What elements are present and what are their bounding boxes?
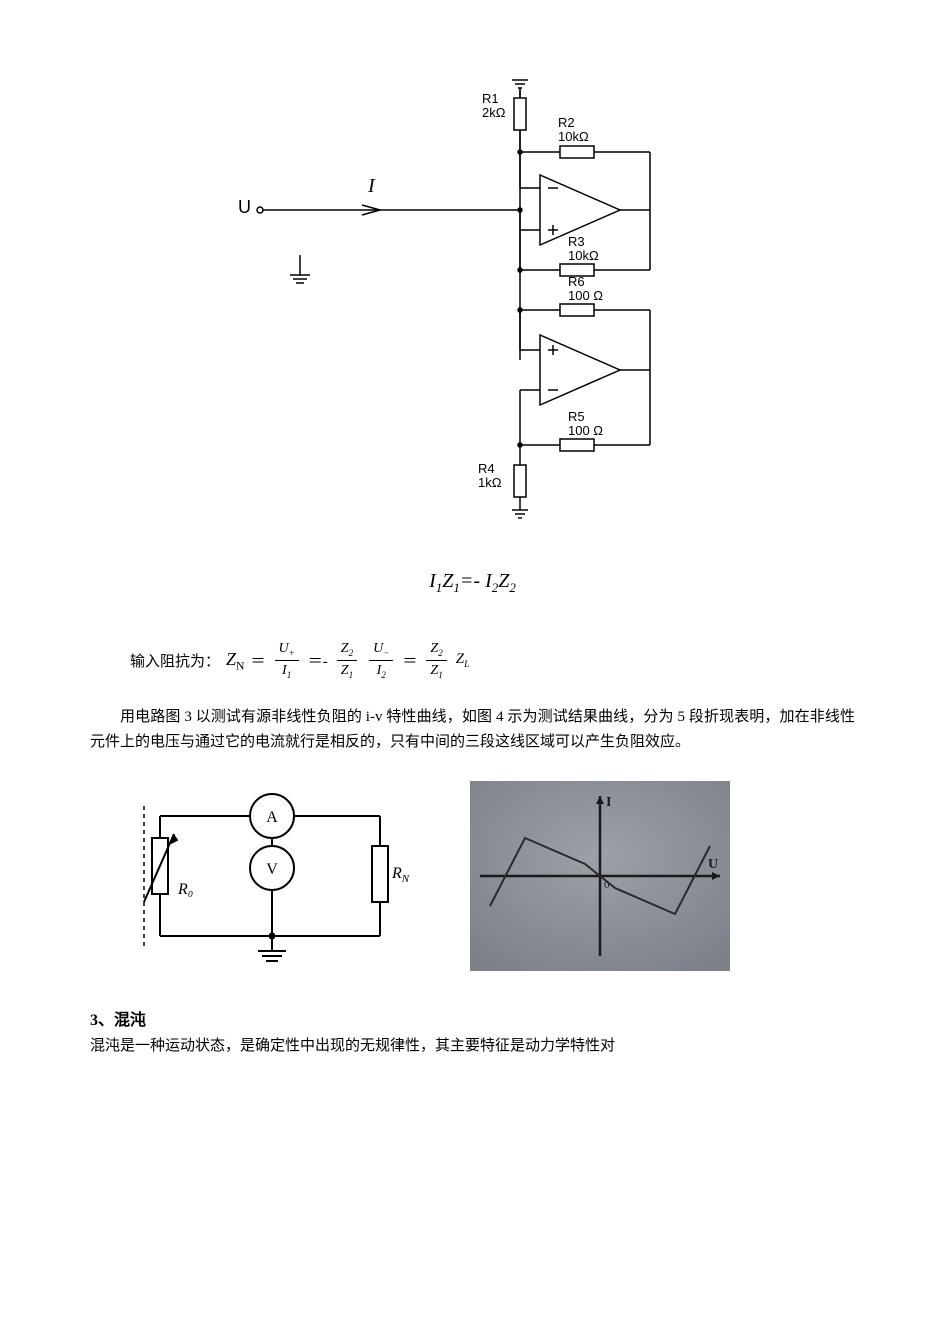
axis-i-label: I (606, 795, 611, 810)
label-r5: R5100 Ω (568, 410, 603, 439)
r0-label: R₀ (177, 881, 193, 898)
origin-label: 0 (604, 879, 610, 891)
label-r3: R310kΩ (568, 235, 599, 264)
figure3-circuit: A V R₀ RN (130, 776, 410, 976)
figures-row: A V R₀ RN I U 0 (130, 776, 855, 976)
main-circuit-diagram: U I R12kΩ R210kΩ R310kΩ R6100 Ω R5100 Ω … (220, 60, 720, 540)
paragraph-iv-curve: 用电路图 3 以测试有源非线性负阻的 i-v 特性曲线，如图 4 示为测试结果曲… (90, 705, 855, 756)
circuit-svg (220, 60, 720, 540)
label-r1: R12kΩ (482, 92, 505, 121)
formula-i1z1-i2z2: I1Z1=- I2Z2 (90, 570, 855, 596)
formula-prefix: 输入阻抗为： (130, 650, 220, 671)
ammeter-label: A (266, 809, 278, 826)
formula-input-impedance: 输入阻抗为： ZN ＝ U+I1 ＝- Z2Z1 U−I2 ＝ Z2Z1 ZL (130, 641, 855, 680)
label-r2: R210kΩ (558, 116, 589, 145)
section-3-body: 混沌是一种运动状态，是确定性中出现的无规律性，其主要特征是动力学特性对 (90, 1034, 855, 1060)
label-i: I (368, 175, 375, 197)
label-u: U (238, 198, 251, 218)
figure4-iv-curve: I U 0 (470, 781, 730, 971)
label-r4: R41kΩ (478, 462, 501, 491)
voltmeter-label: V (266, 861, 278, 878)
rn-label: RN (391, 865, 410, 885)
axis-u-label: U (708, 857, 718, 872)
label-r6: R6100 Ω (568, 275, 603, 304)
section-3-heading: 3、混沌 (90, 1006, 855, 1030)
